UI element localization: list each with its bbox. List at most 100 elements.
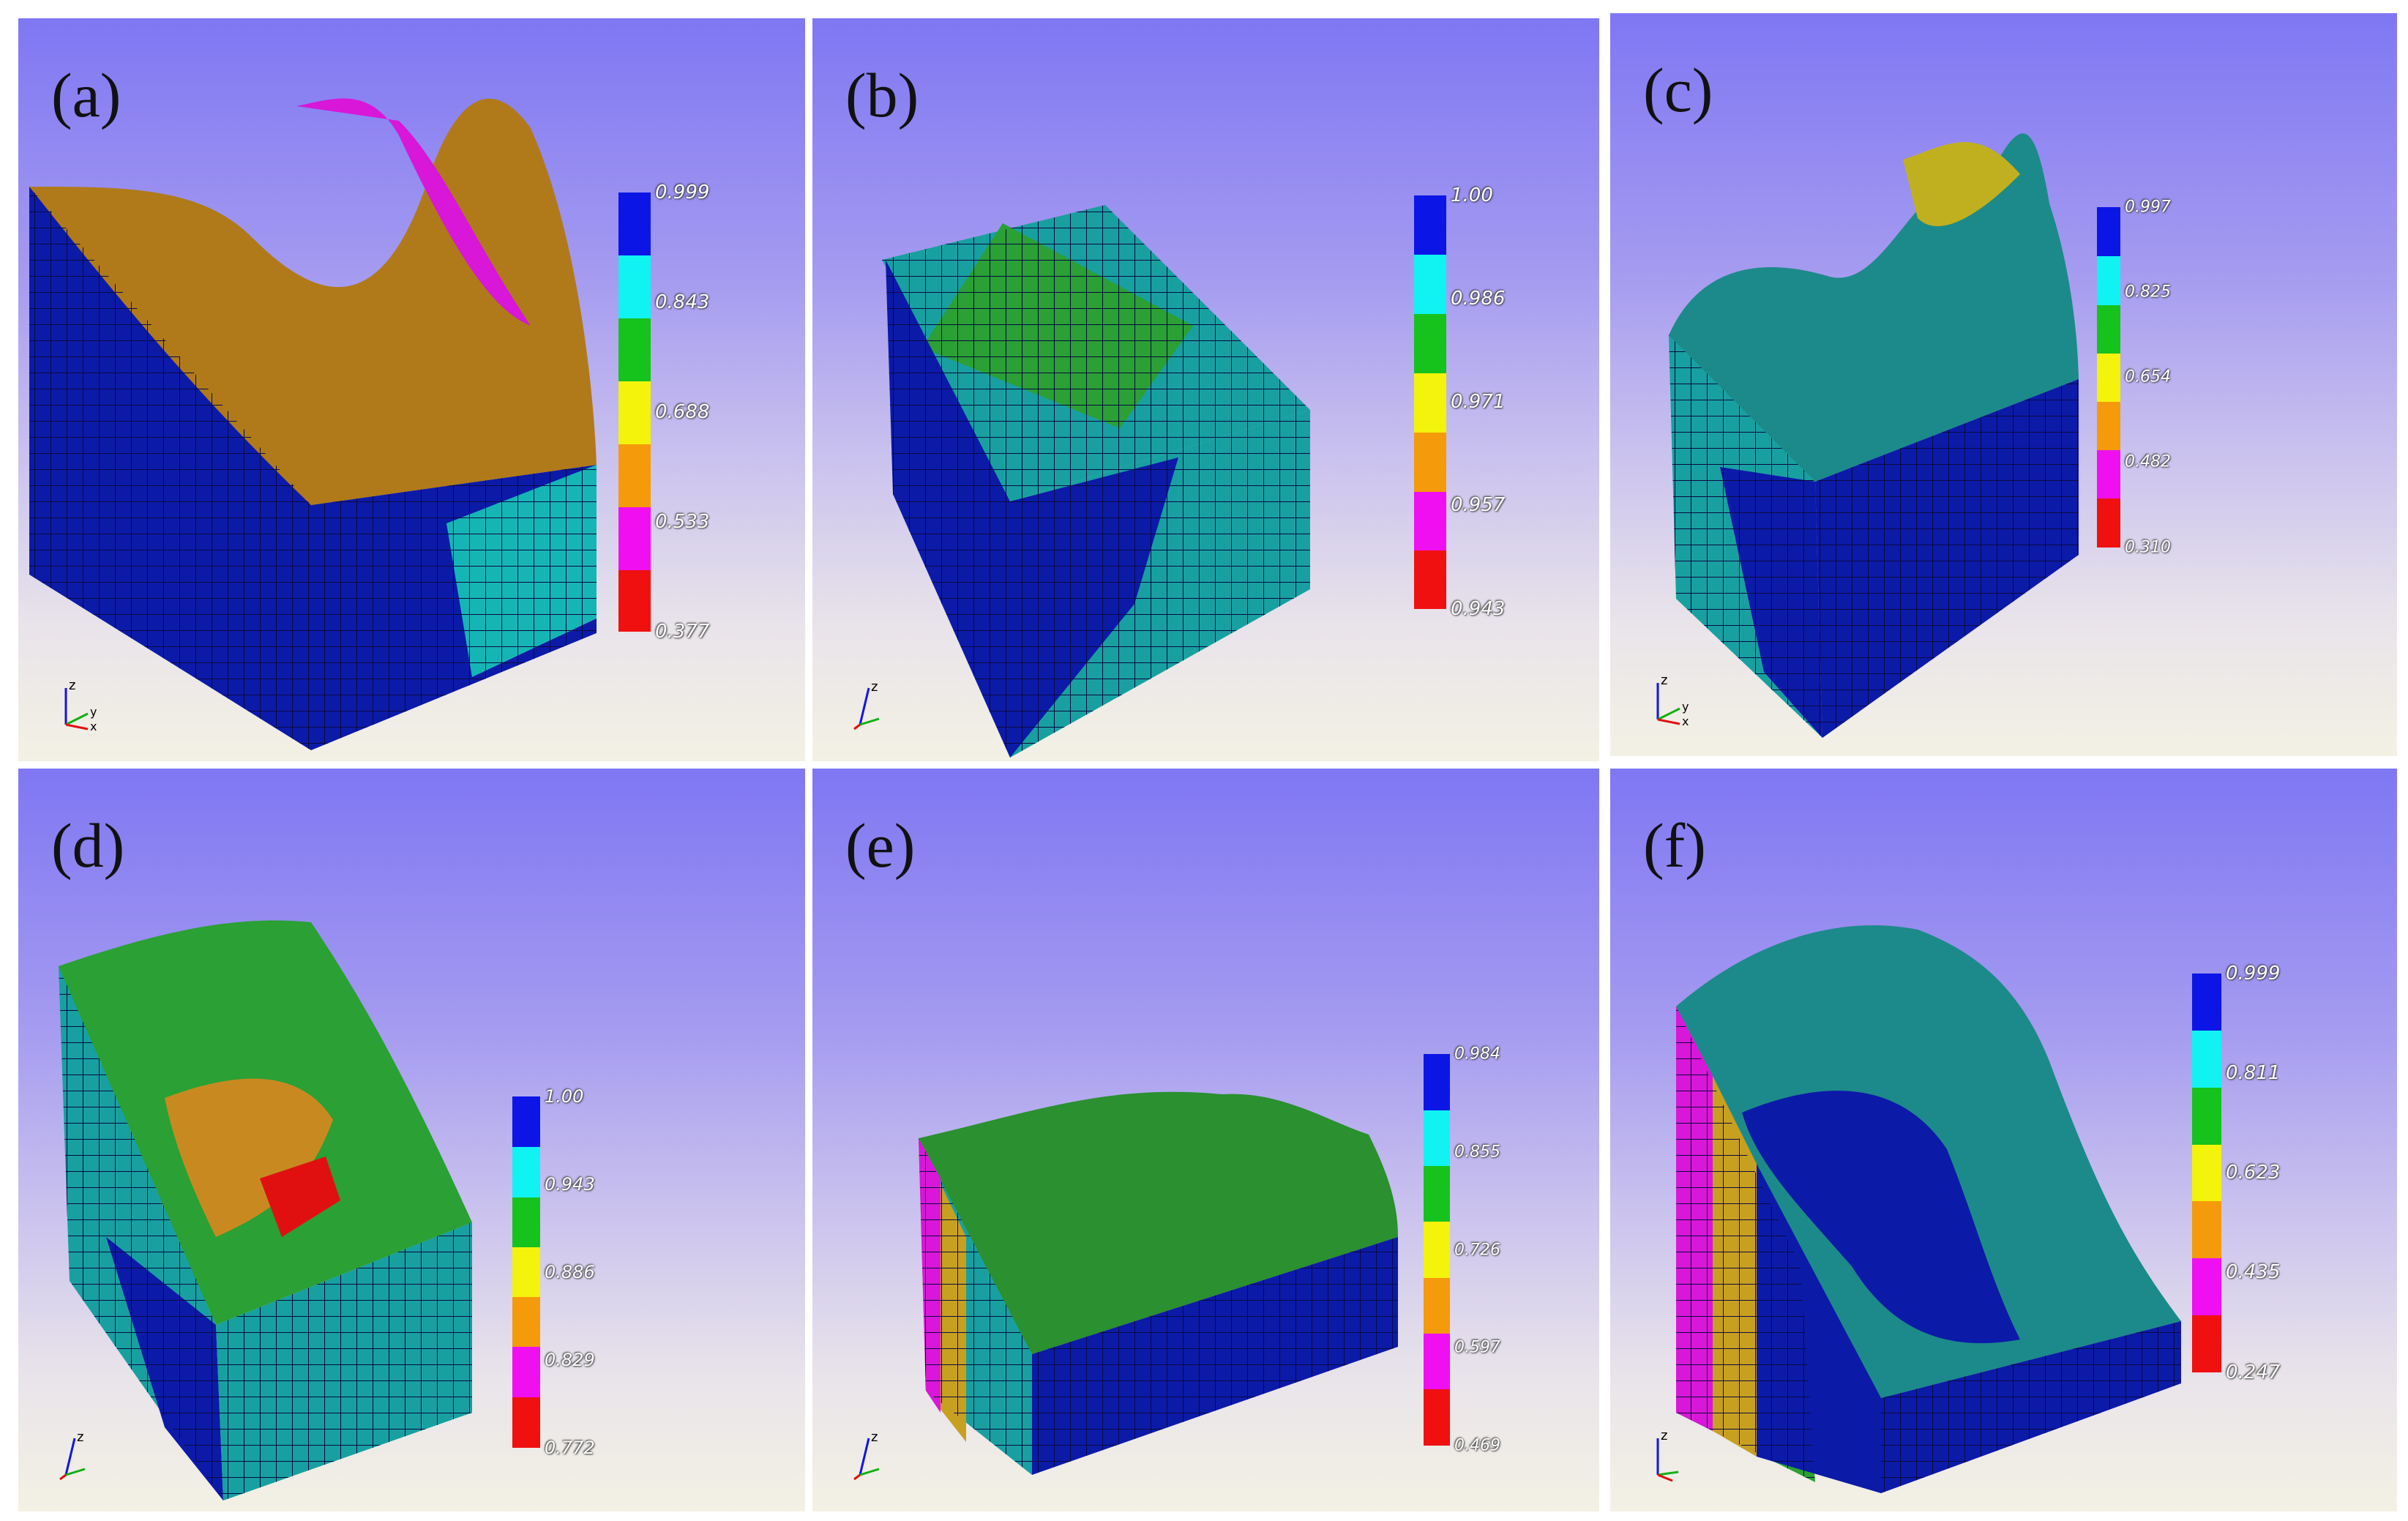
- colorbar-seg: [512, 1397, 540, 1448]
- colorbar-seg: [618, 318, 651, 381]
- panel-b: (b) 1.00 0.986 0.971 0.957 0.943 z: [812, 18, 1599, 761]
- colorbar-seg: [1414, 195, 1446, 255]
- axis-label-z: z: [1661, 1431, 1667, 1443]
- mesh-model-a: [29, 98, 597, 750]
- colorbar-tick: 0.957: [1451, 494, 1506, 516]
- axis-label-z: z: [871, 1431, 878, 1445]
- colorbar-tick: 0.688: [655, 401, 710, 423]
- colorbar-seg: [618, 381, 651, 444]
- colorbar-seg: [1414, 433, 1446, 492]
- colorbar-seg: [2192, 1031, 2221, 1088]
- colorbar-a: 0.999 0.843 0.688 0.533 0.377: [618, 182, 709, 643]
- colorbar-seg: [2097, 402, 2120, 450]
- axis-label-z: z: [871, 681, 878, 695]
- colorbar-seg: [618, 255, 651, 318]
- colorbar-tick: 0.654: [2125, 367, 2171, 386]
- colorbar-seg: [2097, 256, 2120, 305]
- colorbar-tick: 0.623: [2226, 1162, 2281, 1184]
- axis-label-y: y: [1682, 700, 1689, 714]
- colorbar-tick: 0.435: [2226, 1261, 2281, 1283]
- colorbar-tick: 0.986: [1451, 288, 1506, 310]
- colorbar-seg: [618, 570, 651, 632]
- colorbar-seg: [1414, 492, 1446, 550]
- colorbar-seg: [2097, 305, 2120, 354]
- colorbar-seg: [1424, 1222, 1450, 1278]
- colorbar-seg: [1424, 1054, 1450, 1110]
- colorbar-seg: [2097, 450, 2120, 498]
- colorbar-seg: [512, 1297, 540, 1347]
- panel-label-f: (f): [1643, 810, 1706, 881]
- panel-c: (c) 0.997 0.825 0.654 0.482 0.310 z y x: [1610, 13, 2397, 756]
- colorbar-tick: 0.377: [655, 621, 710, 643]
- mesh-model-b: [882, 205, 1310, 758]
- mesh-model-c: [1669, 133, 2079, 738]
- colorbar-seg: [1414, 255, 1446, 314]
- colorbar-d: 1.00 0.943 0.886 0.829 0.772: [512, 1086, 595, 1458]
- axis-triad-icon: z: [853, 681, 880, 730]
- colorbar-seg: [1424, 1110, 1450, 1166]
- axis-label-z: z: [77, 1431, 83, 1445]
- axis-label-z: z: [69, 681, 75, 693]
- colorbar-seg: [2097, 207, 2120, 256]
- colorbar-tick: 0.811: [2226, 1062, 2281, 1084]
- colorbar-seg: [2192, 1315, 2221, 1372]
- colorbar-seg: [1424, 1389, 1450, 1446]
- colorbar-seg: [512, 1247, 540, 1297]
- panel-label-e: (e): [845, 810, 916, 881]
- colorbar-tick: 1.00: [545, 1086, 584, 1107]
- colorbar-seg: [1414, 550, 1446, 609]
- axis-triad-icon: z: [853, 1431, 880, 1481]
- colorbar-seg: [1424, 1166, 1450, 1222]
- mesh-model-f: [1676, 925, 2181, 1493]
- colorbar-seg: [512, 1096, 540, 1147]
- colorbar-tick: 0.469: [1454, 1436, 1500, 1455]
- colorbar-b: 1.00 0.986 0.971 0.957 0.943: [1414, 184, 1505, 620]
- axis-triad-icon: z: [1656, 1431, 1679, 1482]
- axis-label-x: x: [1682, 714, 1689, 727]
- colorbar-seg: [1424, 1278, 1450, 1334]
- panel-a: (a) 0.999 0.843 0.688 0.533 0.377 z y: [18, 18, 805, 761]
- colorbar-tick: 0.726: [1454, 1241, 1500, 1260]
- colorbar-tick: 0.825: [2125, 283, 2171, 302]
- colorbar-seg: [512, 1147, 540, 1197]
- colorbar-seg: [1414, 314, 1446, 373]
- colorbar-tick: 0.482: [2125, 452, 2171, 471]
- colorbar-tick: 0.772: [545, 1438, 595, 1458]
- colorbar-tick: 0.971: [1451, 391, 1506, 413]
- mesh-model-e: [919, 1091, 1398, 1475]
- panel-label-c: (c): [1643, 55, 1713, 125]
- colorbar-tick: 0.943: [1451, 598, 1506, 620]
- colorbar-tick: 1.00: [1451, 184, 1493, 206]
- panel-e: (e) 0.984 0.855 0.726 0.597 0.469 z: [812, 769, 1599, 1511]
- colorbar-tick: 0.843: [655, 291, 710, 313]
- axis-triad-icon: z y x: [64, 681, 97, 732]
- colorbar-seg: [1424, 1334, 1450, 1389]
- colorbar-c: 0.997 0.825 0.654 0.482 0.310: [2097, 198, 2171, 557]
- colorbar-tick: 0.829: [545, 1350, 595, 1370]
- colorbar-seg: [2192, 1201, 2221, 1258]
- panel-d: (d) 1.00 0.943 0.886 0.829 0.772 z: [18, 769, 805, 1511]
- colorbar-seg: [2192, 1145, 2221, 1201]
- colorbar-tick: 0.855: [1454, 1143, 1500, 1162]
- colorbar-tick: 0.310: [2125, 538, 2171, 557]
- axis-label-x: x: [90, 720, 97, 732]
- colorbar-seg: [512, 1197, 540, 1247]
- colorbar-tick: 0.886: [545, 1262, 595, 1282]
- colorbar-tick: 0.999: [2226, 963, 2281, 984]
- colorbar-tick: 0.984: [1454, 1044, 1500, 1064]
- colorbar-f: 0.999 0.811 0.623 0.435 0.247: [2192, 963, 2280, 1383]
- colorbar-seg: [618, 507, 651, 570]
- colorbar-tick: 0.943: [545, 1174, 595, 1195]
- colorbar-seg: [1414, 373, 1446, 433]
- panel-label-a: (a): [51, 60, 121, 130]
- colorbar-tick: 0.999: [655, 182, 710, 203]
- colorbar-tick: 0.533: [655, 511, 710, 533]
- panel-label-d: (d): [51, 810, 125, 881]
- colorbar-seg: [618, 193, 651, 255]
- colorbar-seg: [2192, 973, 2221, 1031]
- panel-f: (f) 0.999 0.811 0.623 0.435 0.247 z: [1610, 769, 2397, 1511]
- colorbar-seg: [2192, 1258, 2221, 1315]
- colorbar-tick: 0.597: [1454, 1338, 1500, 1357]
- mesh-model-d: [59, 920, 472, 1501]
- colorbar-tick: 0.247: [2226, 1361, 2281, 1383]
